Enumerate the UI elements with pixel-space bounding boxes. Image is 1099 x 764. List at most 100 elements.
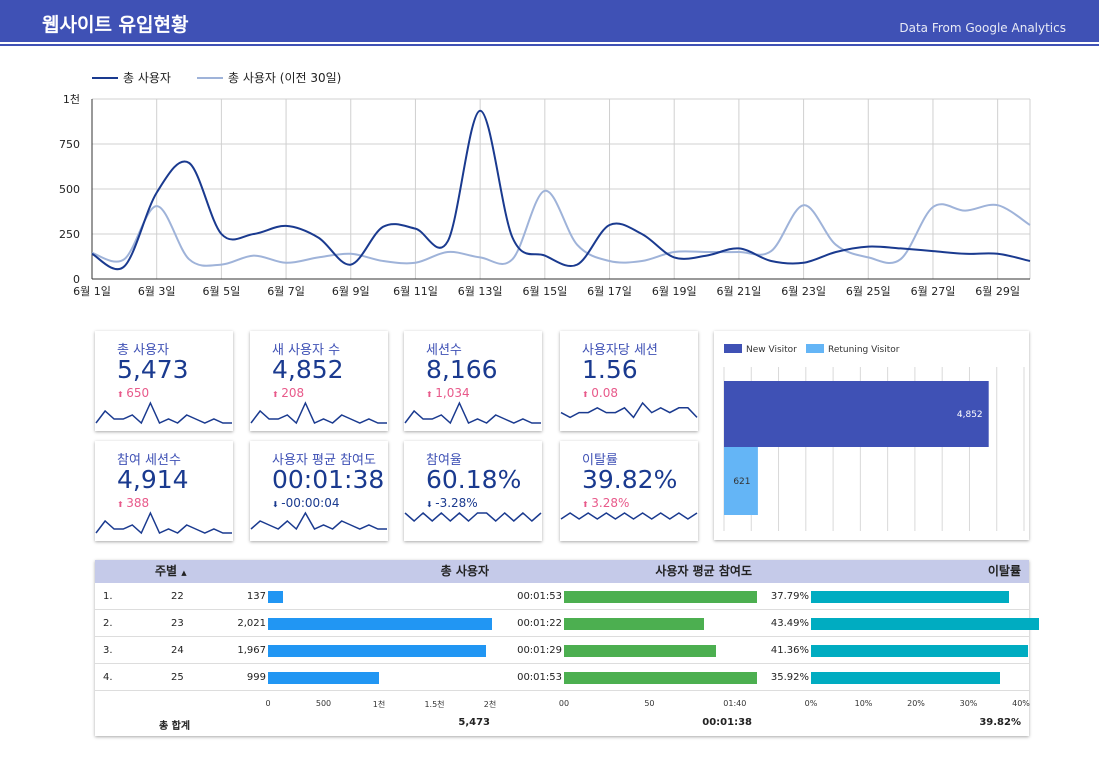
weekly-table: 주별 ▲ 총 사용자 사용자 평균 참여도 이탈률 1. 22 137 00:01:5…	[95, 560, 1040, 736]
col-header-bounce[interactable]: 이탈률	[987, 564, 1021, 578]
kpi-label: 사용자 평균 참여도	[272, 453, 376, 468]
legend-swatch	[724, 344, 742, 353]
kpi-label: 총 사용자	[117, 343, 169, 358]
kpi-label: 사용자당 세션	[582, 343, 658, 358]
kpi-delta: ⬆ 208	[272, 386, 304, 400]
arrow-down-icon: ⬇	[272, 500, 282, 509]
kpi-card: 사용자당 세션 1.56 ⬆ 0.08	[560, 331, 698, 431]
arrow-up-icon: ⬆	[582, 390, 592, 399]
bounce-bar	[811, 618, 1040, 630]
users-bar	[268, 618, 493, 630]
kpi-label: 세션수	[426, 343, 462, 358]
users-bar	[268, 645, 487, 657]
users-line-chart: 0 250 500 750 1천 6월 1일 6월 3일 6월 5일 6월 7일 6월 9일 6월 …	[59, 71, 1031, 298]
col-header-engagement[interactable]: 사용자 평균 참여도	[655, 564, 752, 578]
kpi-value: 00:01:38	[272, 465, 385, 494]
row-index: 2.	[103, 618, 113, 629]
col-header-week[interactable]: 주별 ▲	[155, 560, 187, 583]
table-header	[95, 560, 1029, 583]
page-subtitle: Data From Google Analytics	[899, 21, 1066, 35]
row-index: 4.	[103, 672, 113, 683]
bounce-value: 35.92%	[770, 672, 809, 683]
kpi-label: 참여율	[426, 453, 462, 468]
table-axis-tick: 0%	[804, 699, 818, 708]
table-row[interactable]: 3. 24 1,967 00:01:29 41.36%	[95, 637, 1029, 664]
kpi-sparkline	[95, 401, 232, 425]
kpi-sparkline	[404, 511, 542, 523]
arrow-up-icon: ⬆	[117, 500, 127, 509]
x-tick-label: 6월 7일	[267, 284, 305, 298]
x-tick-label: 6월 11일	[393, 284, 438, 298]
total-label: 총 합계	[159, 721, 191, 732]
visitor-type-bar-chart: 4,852 New Visitor 621 Retuning Visitor	[723, 344, 1025, 531]
legend-label: New Visitor	[746, 345, 797, 355]
kpi-card: 이탈률 39.82% ⬆ 3.28%	[560, 441, 698, 541]
page-title: 웹사이트 유입현황	[42, 14, 189, 36]
table-axis-tick: 0	[265, 699, 271, 708]
table-row[interactable]: 4. 25 999 00:01:53 35.92%	[95, 664, 1029, 691]
bounce-value: 37.79%	[770, 591, 809, 602]
total-bounce: 39.82%	[979, 717, 1021, 728]
arrow-up-icon: ⬆	[117, 390, 127, 399]
bar-returning-visitor	[724, 447, 758, 515]
kpi-value: 8,166	[426, 355, 498, 384]
week-value: 24	[171, 645, 184, 656]
kpi-delta: ⬇ -00:00:04	[272, 496, 339, 510]
kpi-sparkline	[250, 401, 387, 425]
kpi-delta: ⬆ 0.08	[582, 386, 618, 400]
kpi-delta: ⬇ -3.28%	[426, 496, 478, 510]
users-bar	[268, 591, 284, 603]
total-users: 5,473	[458, 717, 490, 728]
kpi-delta-value: 208	[281, 386, 305, 400]
engagement-bar	[564, 618, 705, 630]
week-value: 23	[171, 618, 184, 629]
header-bar	[0, 0, 1099, 42]
table-axis-tick: 1천	[372, 700, 386, 709]
x-tick-label: 6월 29일	[975, 284, 1020, 298]
kpi-sparkline	[560, 512, 698, 520]
table-row[interactable]: 1. 22 137 00:01:53 37.79%	[95, 583, 1029, 610]
kpi-delta-value: 0.08	[591, 386, 618, 400]
legend-label: 총 사용자 (이전 30일)	[228, 71, 341, 85]
x-tick-label: 6월 19일	[652, 284, 697, 298]
y-tick-label: 750	[59, 138, 80, 151]
table-axis-tick: 00	[558, 699, 570, 708]
sparkline-path	[404, 401, 541, 425]
kpi-card: 참여 세션수 4,914 ⬆ 388	[95, 441, 233, 541]
engagement-value: 00:01:29	[517, 645, 562, 656]
sparkline-path	[95, 511, 232, 535]
sort-ascending-icon: ▲	[181, 569, 187, 577]
arrow-up-icon: ⬆	[272, 390, 282, 399]
kpi-delta: ⬆ 3.28%	[582, 496, 629, 510]
week-value: 22	[171, 591, 184, 602]
row-index: 1.	[103, 591, 113, 602]
table-axis-tick: 1.5천	[424, 700, 445, 709]
kpi-card: 세션수 8,166 ⬆ 1,034	[404, 331, 542, 431]
kpi-card: 새 사용자 수 4,852 ⬆ 208	[250, 331, 388, 431]
col-header-users[interactable]: 총 사용자	[440, 564, 489, 578]
engagement-bar	[564, 645, 716, 657]
bar-value-label: 621	[733, 477, 750, 487]
x-tick-label: 6월 3일	[138, 284, 176, 298]
kpi-delta-value: -00:00:04	[281, 496, 340, 510]
x-tick-label: 6월 23일	[781, 284, 826, 298]
x-tick-label: 6월 5일	[203, 284, 241, 298]
users-value: 2,021	[237, 618, 266, 629]
kpi-card: 총 사용자 5,473 ⬆ 650	[95, 331, 233, 431]
x-tick-label: 6월 13일	[458, 284, 503, 298]
table-axis-tick: 30%	[959, 699, 978, 708]
bar-value-label: 4,852	[957, 410, 983, 420]
kpi-sparkline	[250, 511, 387, 531]
bounce-bar	[811, 672, 1000, 684]
kpi-label: 새 사용자 수	[272, 343, 341, 358]
legend-label: Retuning Visitor	[828, 345, 900, 355]
users-bar	[268, 672, 379, 684]
table-row[interactable]: 2. 23 2,021 00:01:22 43.49%	[95, 610, 1040, 637]
header-underline	[0, 44, 1099, 46]
legend-swatch	[806, 344, 824, 353]
visitor-type-bar-chart-card: 4,852 New Visitor 621 Retuning Visitor	[714, 331, 1029, 540]
table-axis-tick: 50	[644, 699, 655, 708]
engagement-bar	[564, 591, 757, 603]
kpi-label: 이탈률	[582, 453, 618, 468]
x-tick-label: 6월 25일	[846, 284, 891, 298]
